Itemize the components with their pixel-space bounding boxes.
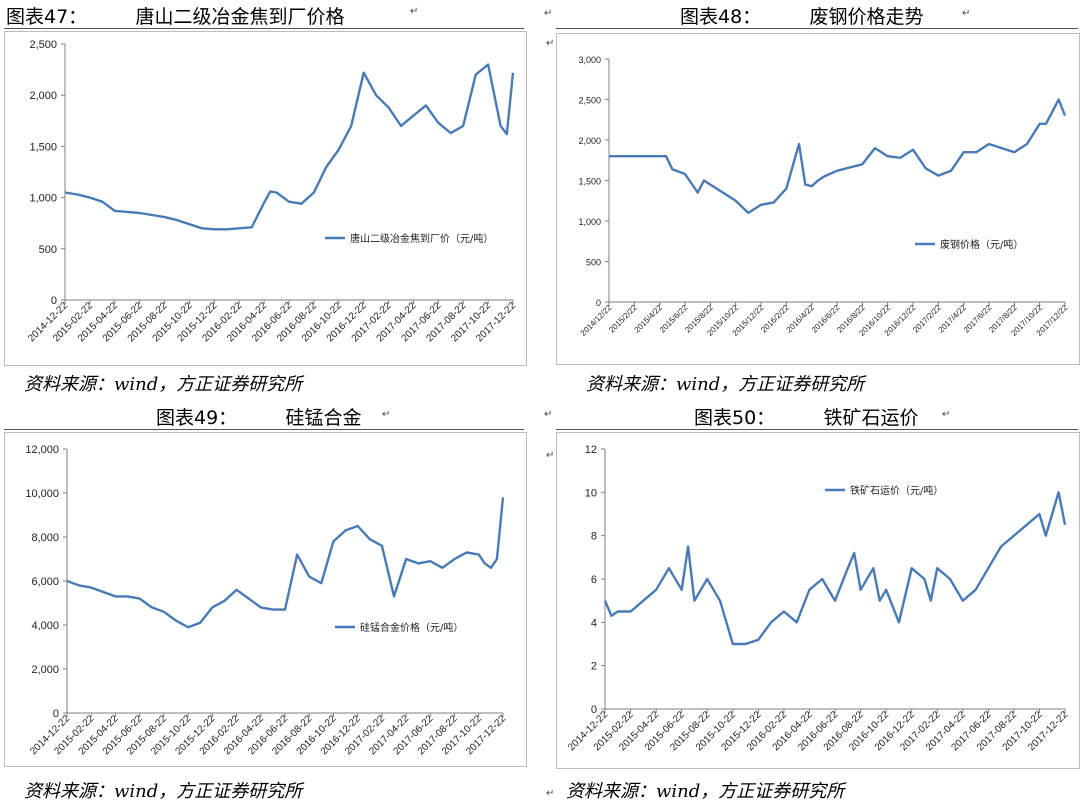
chart-svg: 05001,0001,5002,0002,5003,0002014/12/222… <box>578 55 1069 338</box>
chart-source: 资料来源：wind，方正证券研究所 <box>24 374 303 395</box>
y-tick-label: 4 <box>591 617 597 629</box>
y-tick-label: 6 <box>591 574 597 586</box>
chart-title: 图表49： 硅锰合金 <box>156 407 362 429</box>
y-tick-label: 0 <box>591 704 597 716</box>
legend-label: 硅锰合金价格（元/吨） <box>360 621 463 634</box>
y-tick-label: 2,000 <box>31 664 59 676</box>
chart-panel-48: 0 500 1,000 1,500 2,000 2,500 3,000 2014/12/22 2… <box>556 33 1080 365</box>
y-tick-label: 500 <box>586 258 601 268</box>
legend-label: 铁矿石运价（元/吨） <box>850 484 943 497</box>
series-line <box>609 98 1067 215</box>
chart-svg: 05001,0001,5002,0002,5002014-12-222015-0… <box>26 39 518 344</box>
chart-svg: 02,0004,0006,0008,00010,00012,0002014-12… <box>25 444 508 757</box>
series-line <box>64 63 515 231</box>
chart-source: 资料来源：wind，方正证券研究所 <box>586 374 865 395</box>
chart-svg: 0246810122014-12-222015-02-222015-04-222… <box>566 444 1070 753</box>
chart-source: 资料来源：wind，方正证券研究所 <box>566 781 845 802</box>
paragraph-mark: ↵ <box>942 409 951 420</box>
y-tick-label: 8 <box>591 531 597 543</box>
paragraph-mark: ↵ <box>544 8 553 19</box>
paragraph-mark: ↵ <box>962 8 971 19</box>
y-tick-label: 500 <box>39 244 57 256</box>
title-underline <box>556 429 1078 430</box>
paragraph-mark: ↵ <box>410 6 419 17</box>
paragraph-mark: ↵ <box>546 38 555 49</box>
y-tick-label: 0 <box>51 295 57 307</box>
y-tick-label: 2,500 <box>29 39 57 51</box>
y-tick-label: 2,500 <box>578 96 601 106</box>
chart-panel-47: 0 500 1,000 1,500 2,000 2,500 2014-12-22 2015-0… <box>4 31 527 366</box>
y-tick-label: 1,500 <box>578 177 601 187</box>
y-tick-label: 2,000 <box>578 136 601 146</box>
y-tick-label: 4,000 <box>31 620 59 632</box>
y-tick-label: 1,000 <box>29 193 57 205</box>
y-tick-label: 12 <box>585 444 597 456</box>
y-tick-label: 10,000 <box>25 488 59 500</box>
y-tick-label: 0 <box>53 708 59 720</box>
chart-panel-49: 0 2,000 4,000 6,000 8,000 10,000 12,000 2014-12… <box>4 432 527 767</box>
series-line <box>66 497 505 629</box>
y-tick-label: 1,000 <box>578 217 601 227</box>
paragraph-mark: ↵ <box>546 788 555 799</box>
y-tick-label: 10 <box>585 487 597 499</box>
chart-panel-50: 0 2 4 6 8 10 12 2014-12-22 2015-02-22 2015-04-22 2… <box>556 432 1080 769</box>
title-underline <box>556 28 1078 29</box>
y-tick-label: 12,000 <box>25 444 59 456</box>
paragraph-mark: ↵ <box>546 450 555 461</box>
title-underline <box>4 28 524 29</box>
y-tick-label: 3,000 <box>578 55 601 65</box>
legend-label: 唐山二级冶金焦到厂价（元/吨） <box>350 232 493 245</box>
y-tick-label: 2 <box>591 661 597 673</box>
series-line <box>603 491 1067 646</box>
y-tick-label: 8,000 <box>31 532 59 544</box>
paragraph-mark: ↵ <box>544 409 553 420</box>
title-underline <box>4 429 524 430</box>
chart-title: 图表48： 废钢价格走势 <box>680 6 924 28</box>
y-tick-label: 2,000 <box>29 90 57 102</box>
y-tick-label: 0 <box>596 298 601 308</box>
y-tick-label: 1,500 <box>29 141 57 153</box>
chart-source: 资料来源：wind，方正证券研究所 <box>24 781 303 802</box>
chart-title: 图表47： 唐山二级冶金焦到厂价格 <box>6 6 345 28</box>
paragraph-mark: ↵ <box>382 409 391 420</box>
legend-label: 废钢价格（元/吨） <box>940 238 1023 251</box>
chart-title: 图表50： 铁矿石运价 <box>694 407 919 429</box>
y-tick-label: 6,000 <box>31 576 59 588</box>
